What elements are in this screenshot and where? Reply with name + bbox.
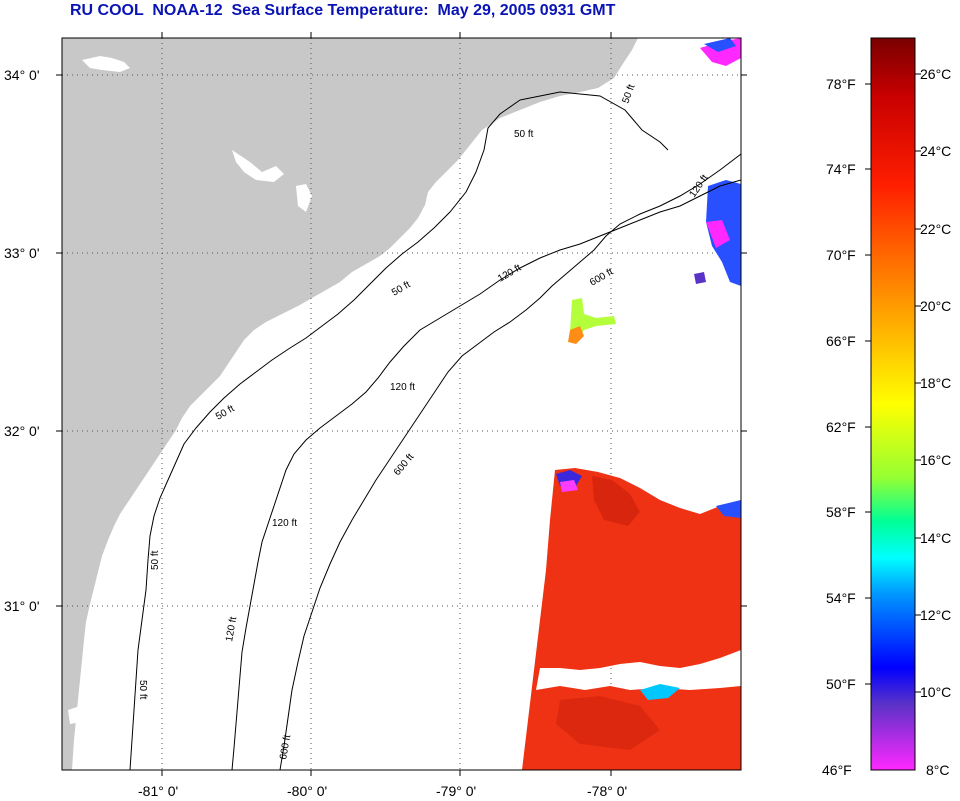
colorbar-fahrenheit-label: 46°F	[822, 762, 852, 778]
sst-hot-core	[592, 476, 640, 526]
lat-label: 32° 0'	[4, 423, 40, 439]
colorbar-fahrenheit-label: 58°F	[826, 504, 856, 520]
lon-label: -81° 0'	[138, 783, 178, 799]
contour-label: 120 ft	[272, 518, 297, 529]
sst-orange-patch	[568, 326, 584, 344]
colorbar-celsius-label: 26°C	[920, 66, 951, 82]
contour-label: 50 ft	[150, 550, 161, 570]
land-mass	[62, 38, 638, 770]
sst-warm-water	[522, 468, 741, 770]
colorbar-celsius-label: 20°C	[920, 298, 951, 314]
inland-lake	[68, 706, 82, 724]
map-title: RU COOL NOAA-12 Sea Surface Temperature:…	[70, 2, 616, 19]
colorbar-fahrenheit-label: 74°F	[826, 161, 856, 177]
lat-label: 31° 0'	[4, 598, 40, 614]
contour-label: 50 ft	[514, 129, 534, 140]
colorbar-fahrenheit-label: 70°F	[826, 247, 856, 263]
inland-lake	[296, 184, 312, 212]
colorbar-fahrenheit-label: 62°F	[826, 419, 856, 435]
colorbar-scale	[870, 37, 916, 771]
colorbar-ticks	[865, 73, 921, 693]
sst-cold-patch	[694, 272, 706, 284]
contour-label: 120 ft	[224, 616, 239, 643]
colorbar-celsius-label: 18°C	[920, 375, 951, 391]
lon-label: -79° 0'	[436, 783, 476, 799]
contour-label: 600 ft	[278, 734, 293, 761]
inland-lake	[232, 150, 284, 182]
colorbar-fahrenheit-label: 66°F	[826, 333, 856, 349]
colorbar-celsius-label: 12°C	[920, 607, 951, 623]
colorbar-celsius-label: 10°C	[920, 684, 951, 700]
isobath-120ft	[231, 179, 741, 770]
lon-label: -78° 0'	[587, 783, 627, 799]
sst-hot-core	[556, 696, 660, 750]
contour-label: 50 ft	[137, 680, 148, 700]
map-frame	[61, 37, 742, 771]
isobath-50ft	[129, 91, 669, 770]
axis-ticks	[56, 32, 747, 776]
colorbar-fahrenheit-label: 50°F	[826, 676, 856, 692]
map-panel: 50 ft 50 ft 50 ft 50 ft 50 ft 50 ft 120 …	[62, 38, 741, 770]
sst-cold-patch	[640, 684, 680, 700]
sst-cold-patch	[716, 500, 741, 518]
lat-label: 33° 0'	[4, 245, 40, 261]
lat-label: 34° 0'	[4, 67, 40, 83]
colorbar-celsius-label: 22°C	[920, 221, 951, 237]
sst-cold-patch	[560, 480, 578, 492]
sst-green-patch	[570, 298, 616, 338]
isobath-600ft	[279, 153, 741, 770]
colorbar-fahrenheit-label: 78°F	[826, 76, 856, 92]
colorbar-celsius-label: 14°C	[920, 530, 951, 546]
sst-cold-patch	[706, 220, 730, 248]
inland-lake	[82, 56, 130, 72]
contour-label: 120 ft	[390, 382, 415, 393]
lon-label: -80° 0'	[287, 783, 327, 799]
colorbar-fahrenheit-label: 54°F	[826, 590, 856, 606]
colorbar-celsius-label: 16°C	[920, 452, 951, 468]
colorbar-celsius-label: 24°C	[920, 143, 951, 159]
colorbar-celsius-label: 8°C	[926, 762, 950, 778]
sst-cold-patch	[704, 38, 736, 52]
